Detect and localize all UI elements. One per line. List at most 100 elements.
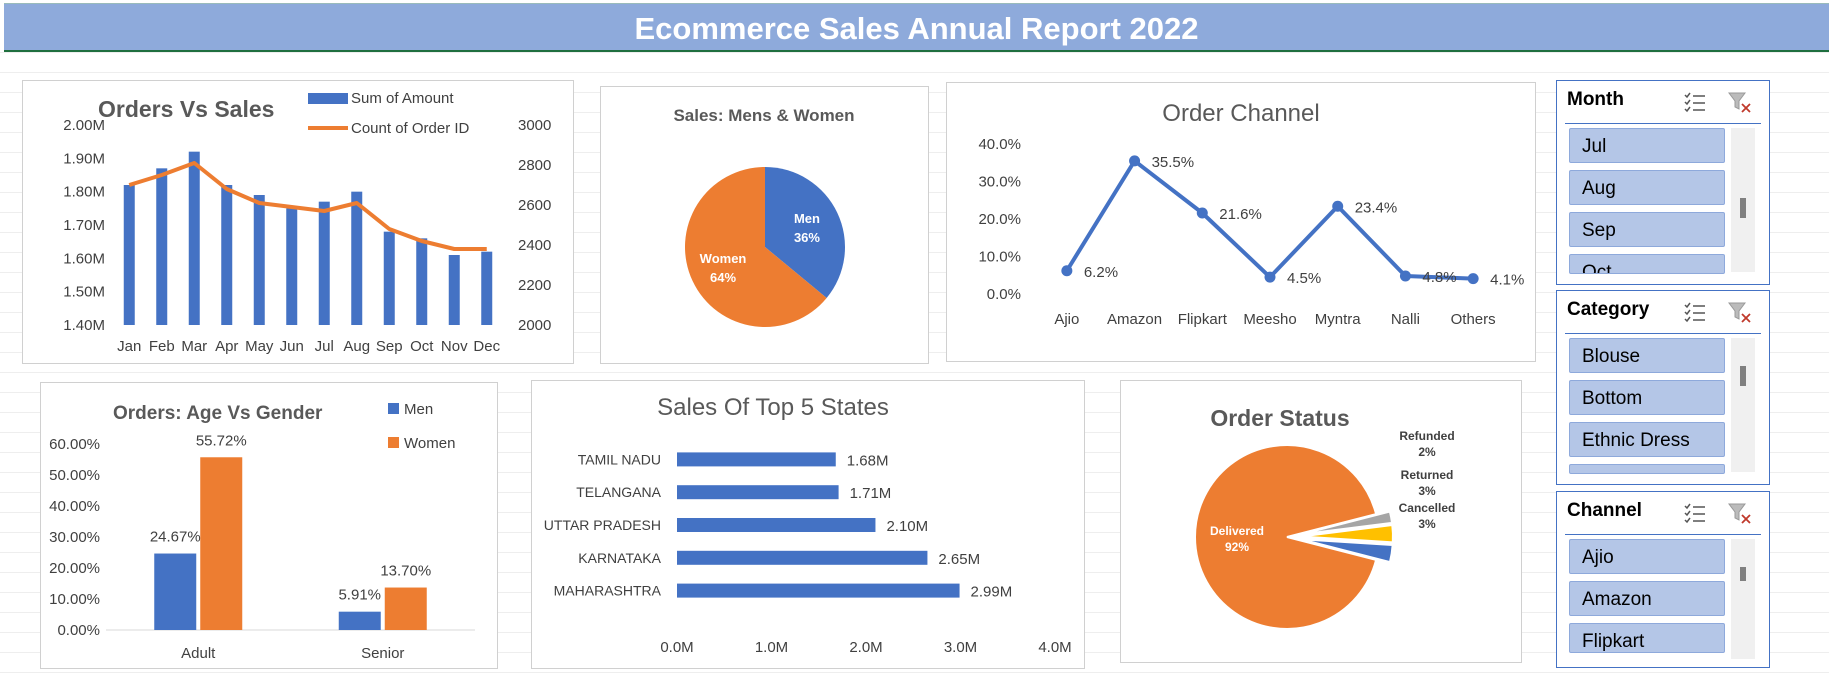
data-label: 24.67% (150, 529, 201, 546)
order-status-panel[interactable]: Order Status Delivered 92% Refunded 2% Return… (1120, 380, 1522, 663)
y-tick-label: 1.80M (63, 184, 105, 201)
month-item-jul[interactable]: Jul (1569, 128, 1725, 163)
month-slicer-scrollbar[interactable] (1731, 128, 1755, 272)
bar-women (200, 457, 243, 630)
multi-select-icon[interactable] (1683, 502, 1707, 524)
x-tick-label: Others (1451, 311, 1496, 328)
bar-sum-of-amount (286, 208, 298, 325)
y-tick-label: UTTAR PRADESH (544, 517, 661, 533)
category-slicer[interactable]: Category Blouse Bottom Ethnic Dress (1556, 290, 1770, 485)
pie-slice-returned (1300, 523, 1394, 544)
report-title: Ecommerce Sales Annual Report 2022 (634, 11, 1199, 46)
x-tick-label: Aug (343, 338, 370, 355)
x-tick-label: Apr (215, 338, 238, 355)
x-tick-label: May (245, 338, 274, 355)
legend-label-sum-of-amount: Sum of Amount (351, 90, 454, 107)
pie-slice-cancelled (1300, 538, 1394, 564)
pie-label-cancelled: Cancelled (1399, 501, 1456, 515)
channel-point (1264, 271, 1276, 283)
clear-filter-icon[interactable] (1727, 301, 1753, 325)
bar-state (677, 550, 928, 565)
category-item-partial[interactable] (1569, 464, 1725, 474)
category-item-ethnic-dress[interactable]: Ethnic Dress (1569, 422, 1725, 457)
data-label: 21.6% (1219, 206, 1262, 223)
category-item-blouse[interactable]: Blouse (1569, 338, 1725, 373)
y-tick-label: 2.00M (63, 117, 105, 134)
x-tick-label: 4.0M (1038, 639, 1071, 656)
y-tick-label: 1.70M (63, 217, 105, 234)
scrollbar-thumb[interactable] (1740, 366, 1746, 386)
legend-swatch-women (388, 437, 399, 448)
pie-value-returned: 3% (1418, 484, 1436, 498)
x-tick-label: Jun (280, 338, 304, 355)
data-label: 13.70% (380, 563, 431, 580)
legend-swatch-sum-of-amount (308, 93, 348, 104)
month-item-aug[interactable]: Aug (1569, 170, 1725, 205)
x-tick-label: Adult (181, 645, 216, 662)
channel-item-amazon[interactable]: Amazon (1569, 581, 1725, 616)
y-tick-label: TELANGANA (576, 484, 661, 500)
chart-title: Order Channel (1162, 100, 1319, 127)
pie-value-refunded: 2% (1418, 445, 1436, 459)
channel-slicer[interactable]: Channel Ajio Amazon Flipkart (1556, 491, 1770, 668)
bar-state (677, 452, 836, 467)
pie-label-men: Men (794, 211, 820, 226)
orders-vs-sales-panel[interactable]: Orders Vs Sales 1.40M 1.50M 1.60M 1.70M 1.80M… (22, 80, 574, 364)
y-tick-label: 1.40M (63, 317, 105, 334)
month-item-oct[interactable]: Oct (1569, 254, 1725, 274)
sales-mens-women-chart: Sales: Mens & Women Men 36% Women 64% (673, 106, 855, 327)
month-slicer[interactable]: Month Jul Aug Sep Oct (1556, 80, 1770, 285)
pie-label-delivered: Delivered (1210, 524, 1264, 538)
channel-item-ajio[interactable]: Ajio (1569, 539, 1725, 574)
line-count-of-order-id (128, 161, 487, 251)
pie-slice-refunded (1300, 510, 1394, 536)
multi-select-icon[interactable] (1683, 91, 1707, 113)
y-tick-label: KARNATAKA (578, 550, 661, 566)
y-tick-label: 30.0% (978, 174, 1021, 191)
bar-women (384, 587, 427, 630)
channel-point (1196, 207, 1208, 219)
x-tick-label: Feb (149, 338, 175, 355)
scrollbar-thumb[interactable] (1740, 198, 1746, 218)
category-slicer-scrollbar[interactable] (1731, 338, 1755, 472)
x-tick-label: Ajio (1054, 311, 1079, 328)
y-tick-label: 10.00% (49, 591, 100, 608)
y-tick-label: 60.00% (49, 436, 100, 453)
data-label: 55.72% (196, 432, 247, 449)
bar-sum-of-amount (481, 251, 493, 325)
clear-filter-icon[interactable] (1727, 502, 1753, 526)
x-tick-label: Myntra (1315, 311, 1362, 328)
x-tick-label: Mar (181, 338, 207, 355)
category-item-bottom[interactable]: Bottom (1569, 380, 1725, 415)
channel-point (1061, 265, 1073, 277)
y-tick-label: 20.00% (49, 560, 100, 577)
x-tick-label: Nov (441, 338, 468, 355)
month-item-sep[interactable]: Sep (1569, 212, 1725, 247)
order-channel-chart: Order Channel 0.0% 10.0% 20.0% 30.0% 40.0% 6.2… (978, 100, 1524, 328)
order-channel-panel[interactable]: Order Channel 0.0% 10.0% 20.0% 30.0% 40.0% 6.2… (946, 82, 1536, 362)
slicer-divider (1565, 333, 1761, 334)
channel-slicer-scrollbar[interactable] (1731, 539, 1755, 659)
x-tick-label: Jul (315, 338, 334, 355)
scrollbar-thumb[interactable] (1740, 567, 1746, 581)
channel-item-flipkart[interactable]: Flipkart (1569, 623, 1725, 653)
sales-mens-women-panel[interactable]: Sales: Mens & Women Men 36% Women 64% (600, 86, 929, 364)
pie-label-women: Women (700, 251, 747, 266)
channel-point (1332, 200, 1344, 212)
y-tick-label: 40.0% (978, 136, 1021, 153)
multi-select-icon[interactable] (1683, 301, 1707, 323)
clear-filter-icon[interactable] (1727, 91, 1753, 115)
y-tick-label: TAMIL NADU (578, 451, 661, 467)
y-tick-label: 0.00% (57, 622, 100, 639)
data-label: 2.10M (886, 518, 928, 535)
y2-tick-label: 2200 (518, 277, 551, 294)
x-tick-label: Jan (117, 338, 141, 355)
bar-men (154, 553, 197, 630)
y2-tick-label: 2800 (518, 157, 551, 174)
channel-line (1065, 158, 1474, 281)
sales-top-5-states-panel[interactable]: Sales Of Top 5 States 1.68M TAMIL NADU 1.71… (531, 380, 1085, 669)
x-tick-label: Dec (473, 338, 500, 355)
orders-age-gender-panel[interactable]: Orders: Age Vs Gender 0.00% 10.00% 20.00% 30… (40, 382, 498, 669)
y-tick-label: 20.0% (978, 211, 1021, 228)
bar-sum-of-amount (253, 195, 265, 325)
